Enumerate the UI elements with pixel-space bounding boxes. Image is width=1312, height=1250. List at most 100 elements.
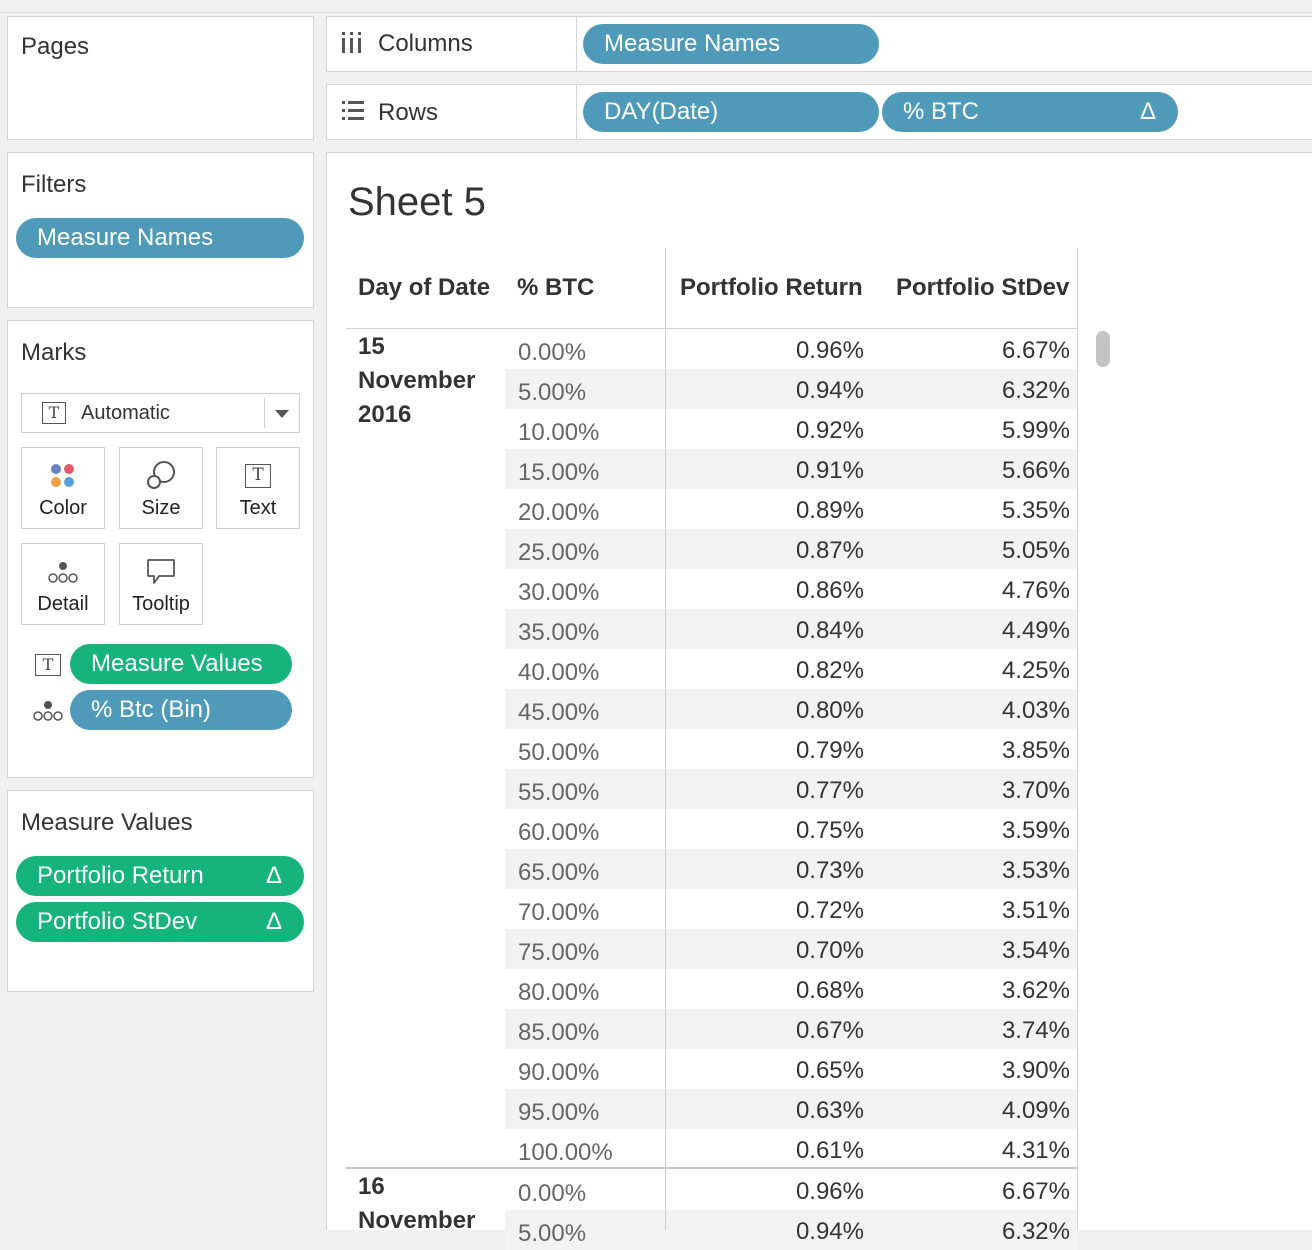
measure-values-card: Measure Values Portfolio Return Δ Portfo… [7,790,314,992]
text-label: Text [239,497,277,519]
table-row[interactable]: 55.00% 0.77% 3.70% [505,769,1077,809]
btc-cell: 55.00% [518,779,600,806]
columns-pill-measure-names[interactable]: Measure Names [583,24,879,64]
btc-cell: 15.00% [518,459,600,486]
filters-shelf[interactable]: Filters Measure Names [7,152,314,308]
header-portfolio-return[interactable]: Portfolio Return [680,274,863,301]
measure-pill-portfolio-stdev[interactable]: Portfolio StDev Δ [16,902,304,942]
size-icon [120,460,202,492]
portfolio-return-cell: 0.61% [795,1137,864,1164]
btc-cell: 5.00% [518,1220,587,1247]
portfolio-stdev-cell: 5.66% [1001,457,1070,484]
portfolio-return-cell: 0.68% [795,977,864,1004]
size-button[interactable]: Size [119,447,203,529]
table-row[interactable]: 25.00% 0.87% 5.05% [505,529,1077,569]
marks-pill-btc-bin[interactable]: % Btc (Bin) [70,690,292,730]
columns-icon [341,31,363,60]
measure-pill-portfolio-return[interactable]: Portfolio Return Δ [16,856,304,896]
portfolio-return-cell: 0.84% [795,617,864,644]
table-row[interactable]: 40.00% 0.82% 4.25% [505,649,1077,689]
btc-cell: 10.00% [518,419,600,446]
portfolio-stdev-cell: 4.49% [1001,617,1070,644]
btc-cell: 95.00% [518,1099,600,1126]
table-row[interactable]: 85.00% 0.67% 3.74% [505,1009,1077,1049]
sheet-title: Sheet 5 [348,180,486,224]
chevron-down-icon [275,410,289,418]
delta-icon: Δ [265,862,282,889]
table-row[interactable]: 45.00% 0.80% 4.03% [505,689,1077,729]
table-row[interactable]: 65.00% 0.73% 3.53% [505,849,1077,889]
filter-pill-measure-names[interactable]: Measure Names [16,218,304,258]
rows-icon [341,100,365,127]
table-row[interactable]: 90.00% 0.65% 3.90% [505,1049,1077,1089]
rows-pill-btc[interactable]: % BTC Δ [882,92,1178,132]
tooltip-label: Tooltip [132,593,190,615]
portfolio-stdev-cell: 6.32% [1001,377,1070,404]
text-encoding-icon: T [35,654,61,676]
delta-icon: Δ [1139,98,1156,125]
table-row[interactable]: 70.00% 0.72% 3.51% [505,889,1077,929]
detail-button[interactable]: Detail [21,543,105,625]
table-row[interactable]: 75.00% 0.70% 3.54% [505,929,1077,969]
table-row[interactable]: 0.00% 0.96% 6.67% [505,329,1077,369]
table-row[interactable]: 10.00% 0.92% 5.99% [505,409,1077,449]
portfolio-stdev-cell: 6.67% [1001,337,1070,364]
table-row[interactable]: 5.00% 0.94% 6.32% [505,369,1077,409]
btc-cell: 70.00% [518,899,600,926]
scrollbar-thumb[interactable] [1096,331,1110,367]
portfolio-return-cell: 0.70% [795,937,864,964]
table-row[interactable]: 50.00% 0.79% 3.85% [505,729,1077,769]
portfolio-return-cell: 0.82% [795,657,864,684]
header-portfolio-stdev[interactable]: Portfolio StDev [896,274,1070,301]
portfolio-stdev-cell: 3.54% [1001,937,1070,964]
rows-pill-day-date[interactable]: DAY(Date) [583,92,879,132]
portfolio-return-cell: 0.89% [795,497,864,524]
columns-shelf[interactable]: Columns Measure Names [326,16,1312,72]
portfolio-stdev-cell: 3.85% [1001,737,1070,764]
portfolio-stdev-cell: 4.09% [1001,1097,1070,1124]
measure-values-title: Measure Values [21,809,193,836]
table-row[interactable]: 30.00% 0.86% 4.76% [505,569,1077,609]
table-row[interactable]: 60.00% 0.75% 3.59% [505,809,1077,849]
portfolio-stdev-cell: 3.53% [1001,857,1070,884]
rows-shelf[interactable]: Rows DAY(Date) % BTC Δ [326,84,1312,140]
top-strip [0,0,1312,13]
header-btc[interactable]: % BTC [517,274,595,301]
tooltip-button[interactable]: Tooltip [119,543,203,625]
mark-type-dropdown[interactable]: T Automatic [21,393,300,433]
table-right-border [1077,248,1078,1230]
portfolio-return-cell: 0.87% [795,537,864,564]
table-row[interactable]: 95.00% 0.63% 4.09% [505,1089,1077,1129]
pages-shelf[interactable]: Pages [7,16,314,140]
marks-pill-measure-values[interactable]: Measure Values [70,644,292,684]
portfolio-stdev-cell: 3.74% [1001,1017,1070,1044]
table-row[interactable]: 100.00% 0.61% 4.31% [505,1129,1077,1169]
table-row[interactable]: 80.00% 0.68% 3.62% [505,969,1077,1009]
btc-cell: 20.00% [518,499,600,526]
portfolio-stdev-cell: 4.25% [1001,657,1070,684]
btc-cell: 85.00% [518,1019,600,1046]
table-row[interactable]: 5.00% 0.94% 6.32% [505,1210,1077,1250]
shelf-divider [576,17,577,71]
header-day-of-date[interactable]: Day of Date [358,274,491,301]
btc-cell: 80.00% [518,979,600,1006]
table-row[interactable]: 20.00% 0.89% 5.35% [505,489,1077,529]
filters-title: Filters [21,171,87,198]
portfolio-return-cell: 0.79% [795,737,864,764]
vertical-scrollbar[interactable] [1089,328,1119,1230]
table-row[interactable]: 35.00% 0.84% 4.49% [505,609,1077,649]
date-label-group-1: 15 November 2016 [358,333,476,428]
measure-pill-label: Portfolio Return [37,862,204,889]
portfolio-return-cell: 0.77% [795,777,864,804]
group-divider-line [346,1167,1077,1169]
portfolio-return-cell: 0.96% [795,1178,864,1205]
text-button[interactable]: T Text [216,447,300,529]
portfolio-return-cell: 0.75% [795,817,864,844]
portfolio-stdev-cell: 4.03% [1001,697,1070,724]
text-mark-icon: T [42,402,66,424]
table-row[interactable]: 15.00% 0.91% 5.66% [505,449,1077,489]
color-button[interactable]: Color [21,447,105,529]
header-bottom-line [346,328,1077,329]
btc-cell: 65.00% [518,859,600,886]
table-row[interactable]: 0.00% 0.96% 6.67% [505,1170,1077,1210]
